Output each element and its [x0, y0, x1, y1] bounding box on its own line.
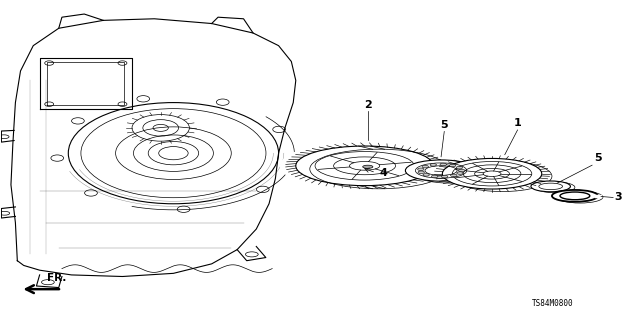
Ellipse shape — [456, 167, 463, 169]
Text: 2: 2 — [364, 100, 372, 110]
Ellipse shape — [442, 159, 541, 189]
Ellipse shape — [451, 174, 457, 177]
Ellipse shape — [440, 163, 447, 166]
Ellipse shape — [449, 164, 456, 167]
Ellipse shape — [280, 141, 449, 191]
Ellipse shape — [430, 164, 436, 166]
Text: 3: 3 — [614, 192, 622, 203]
Ellipse shape — [422, 165, 428, 168]
Ellipse shape — [418, 171, 424, 174]
Text: 1: 1 — [514, 118, 522, 128]
Text: 5: 5 — [595, 153, 602, 163]
Ellipse shape — [531, 181, 570, 192]
Ellipse shape — [442, 175, 448, 178]
Text: 5: 5 — [440, 120, 448, 130]
Ellipse shape — [459, 169, 465, 172]
Ellipse shape — [431, 175, 438, 178]
Ellipse shape — [405, 160, 477, 181]
Ellipse shape — [363, 165, 373, 168]
Text: TS84M0800: TS84M0800 — [532, 299, 573, 308]
Text: 4: 4 — [380, 168, 388, 178]
Ellipse shape — [560, 192, 590, 200]
Ellipse shape — [423, 174, 429, 176]
Ellipse shape — [418, 168, 424, 171]
Ellipse shape — [457, 172, 463, 174]
Text: FR.: FR. — [47, 273, 67, 284]
Ellipse shape — [552, 190, 598, 202]
